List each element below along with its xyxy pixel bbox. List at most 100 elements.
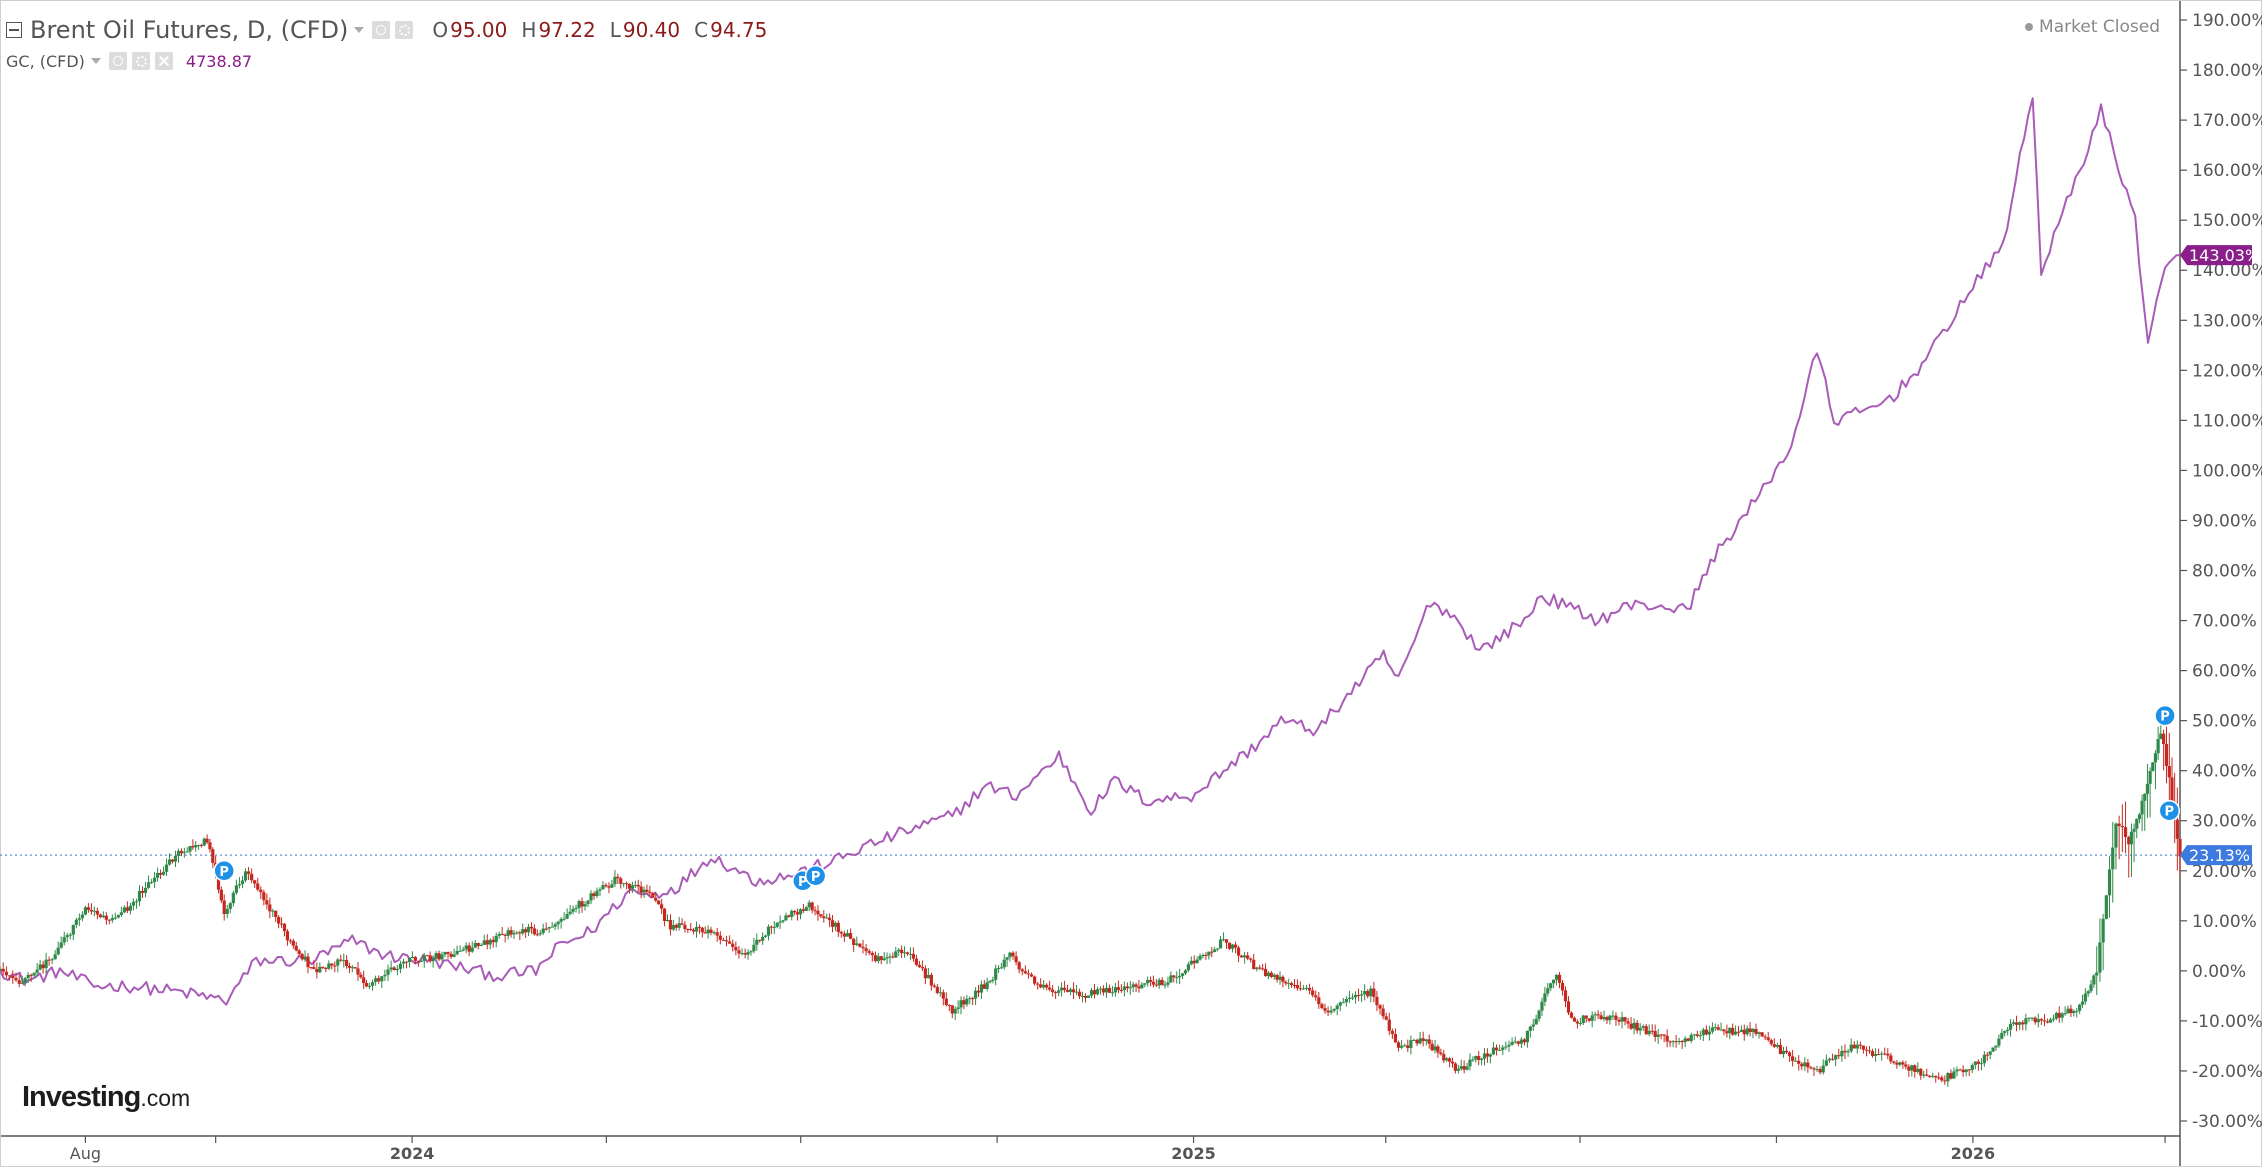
main-series-title[interactable]: Brent Oil Futures, D, (CFD) (30, 16, 349, 44)
candle-body (1537, 1010, 1541, 1019)
candle-body (1979, 1063, 1984, 1065)
y-tick-label: 130.00% (2192, 311, 2262, 331)
candle-body (452, 954, 456, 957)
candle-body (350, 967, 354, 969)
candle-body (1068, 989, 1073, 992)
candle-body (1528, 1026, 1532, 1031)
candle-body (2120, 825, 2124, 828)
candle-body (1384, 1016, 1388, 1020)
candle-body (2135, 819, 2139, 829)
gear-icon[interactable] (131, 52, 150, 70)
compare-series-title[interactable]: GC, (CFD) (6, 51, 85, 71)
candle-body (867, 951, 871, 953)
y-tick-label: -10.00% (2192, 1012, 2262, 1032)
y-tick-label: 170.00% (2192, 111, 2262, 131)
candle-body (1928, 1075, 1932, 1077)
candle-body (2072, 1011, 2076, 1014)
candle-body (836, 922, 840, 932)
position-marker-label: P (219, 865, 229, 880)
candle-body (173, 855, 178, 862)
candle-body (944, 998, 948, 1005)
candle-body (1332, 1008, 1336, 1011)
candle-body (268, 904, 272, 912)
candle-body (2098, 942, 2102, 973)
candle-body (1042, 984, 1046, 988)
candle-body (1572, 1017, 1577, 1022)
candle-body (149, 881, 154, 883)
candle-body (1599, 1015, 1603, 1020)
candle-body (2018, 1022, 2022, 1025)
candle-body (1704, 1029, 1708, 1035)
candle-body (1549, 983, 1553, 989)
candle-body (1560, 982, 1565, 991)
candle-body (342, 960, 346, 962)
candle-body (604, 885, 608, 887)
candle-body (801, 909, 806, 911)
candle-body (237, 884, 242, 886)
candle-body (1344, 999, 1348, 1003)
candle-body (125, 907, 129, 911)
candle-body (807, 902, 811, 908)
candle-body (253, 880, 257, 884)
candle-body (1641, 1026, 1645, 1028)
candle-body (1498, 1049, 1502, 1051)
candle-body (202, 838, 206, 846)
candle-body (524, 929, 528, 933)
candle-body (677, 923, 681, 928)
candle-body (689, 929, 693, 931)
candle-body (654, 897, 658, 901)
candle-body (568, 911, 572, 915)
candle-body (1459, 1066, 1463, 1069)
candle-body (1843, 1050, 1847, 1053)
candle-body (2030, 1017, 2034, 1019)
candle-body (965, 998, 969, 1005)
candle-body (2078, 1004, 2082, 1011)
close-icon[interactable] (154, 52, 173, 70)
candle-body (1910, 1065, 1914, 1071)
candle-body (1183, 970, 1188, 974)
chevron-down-icon[interactable] (354, 27, 365, 33)
candle-body (271, 910, 275, 912)
y-tick-label: 110.00% (2192, 411, 2262, 431)
candle-body (622, 883, 626, 885)
candle-body (179, 850, 184, 854)
candle-body (131, 901, 136, 906)
candle-body (1020, 969, 1024, 972)
candle-body (1827, 1058, 1832, 1061)
candle-body (20, 982, 24, 984)
candle-body (535, 934, 539, 936)
chevron-down-icon[interactable] (90, 58, 101, 64)
candle-body (1113, 987, 1118, 993)
candle-body (128, 905, 133, 911)
candle-body (1985, 1054, 1989, 1056)
candle-body (2046, 1021, 2050, 1023)
gold-series-line (0, 97, 2181, 1006)
candle-body (161, 871, 166, 875)
candle-body (416, 960, 420, 962)
candle-body (2039, 1019, 2044, 1021)
candle-body (62, 937, 66, 943)
eye-icon[interactable] (108, 52, 127, 70)
candle-body (1045, 984, 1049, 988)
candle-body (583, 904, 587, 907)
candle-body (377, 978, 381, 982)
candle-body (176, 850, 181, 856)
candle-body (1958, 1069, 1962, 1071)
candle-body (35, 969, 39, 973)
candle-body (991, 979, 995, 981)
candle-body (763, 935, 768, 937)
eye-icon[interactable] (372, 21, 391, 39)
candle-body (1656, 1034, 1660, 1037)
candle-body (44, 959, 48, 969)
candle-body (1201, 954, 1205, 956)
gear-icon[interactable] (395, 21, 414, 39)
candle-body (828, 917, 832, 921)
candle-body (1347, 997, 1352, 1000)
candle-body (2117, 823, 2121, 826)
candle-body (2048, 1019, 2053, 1023)
candle-body (1680, 1041, 1684, 1043)
candle-body (781, 920, 785, 922)
collapse-icon[interactable] (6, 22, 22, 38)
candle-body (1447, 1058, 1452, 1062)
